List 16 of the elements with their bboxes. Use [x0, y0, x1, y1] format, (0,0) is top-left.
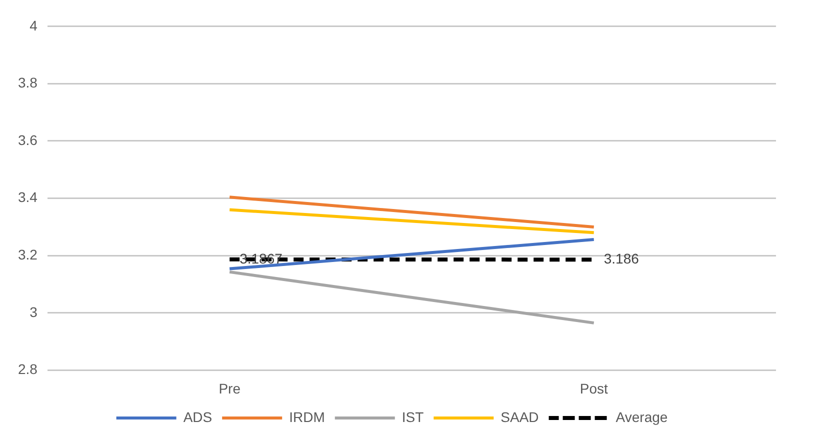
- y-tick-label: 2.8: [18, 361, 38, 378]
- y-tick-label: 4: [30, 17, 38, 34]
- y-tick-label: 3: [30, 304, 38, 320]
- data-label: 3.1867: [240, 250, 283, 266]
- data-label: 3.186: [604, 250, 640, 266]
- x-tick-label: Post: [580, 380, 608, 396]
- y-tick-label: 3.6: [18, 132, 38, 148]
- legend-label: IRDM: [289, 408, 325, 425]
- legend-label: Average: [616, 408, 668, 425]
- legend-label: SAAD: [500, 408, 539, 425]
- y-tick-label: 3.4: [18, 189, 38, 206]
- y-tick-label: 3.8: [18, 74, 38, 91]
- legend-label: IST: [402, 408, 424, 425]
- legend-label: ADS: [183, 408, 212, 425]
- x-tick-label: Pre: [218, 380, 241, 396]
- y-tick-label: 3.2: [18, 246, 38, 262]
